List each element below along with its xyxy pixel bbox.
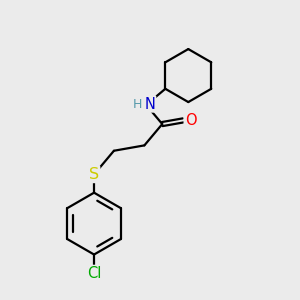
Text: S: S <box>89 167 99 182</box>
Text: Cl: Cl <box>87 266 101 281</box>
Text: N: N <box>144 97 155 112</box>
Text: H: H <box>133 98 142 110</box>
Text: O: O <box>185 113 196 128</box>
